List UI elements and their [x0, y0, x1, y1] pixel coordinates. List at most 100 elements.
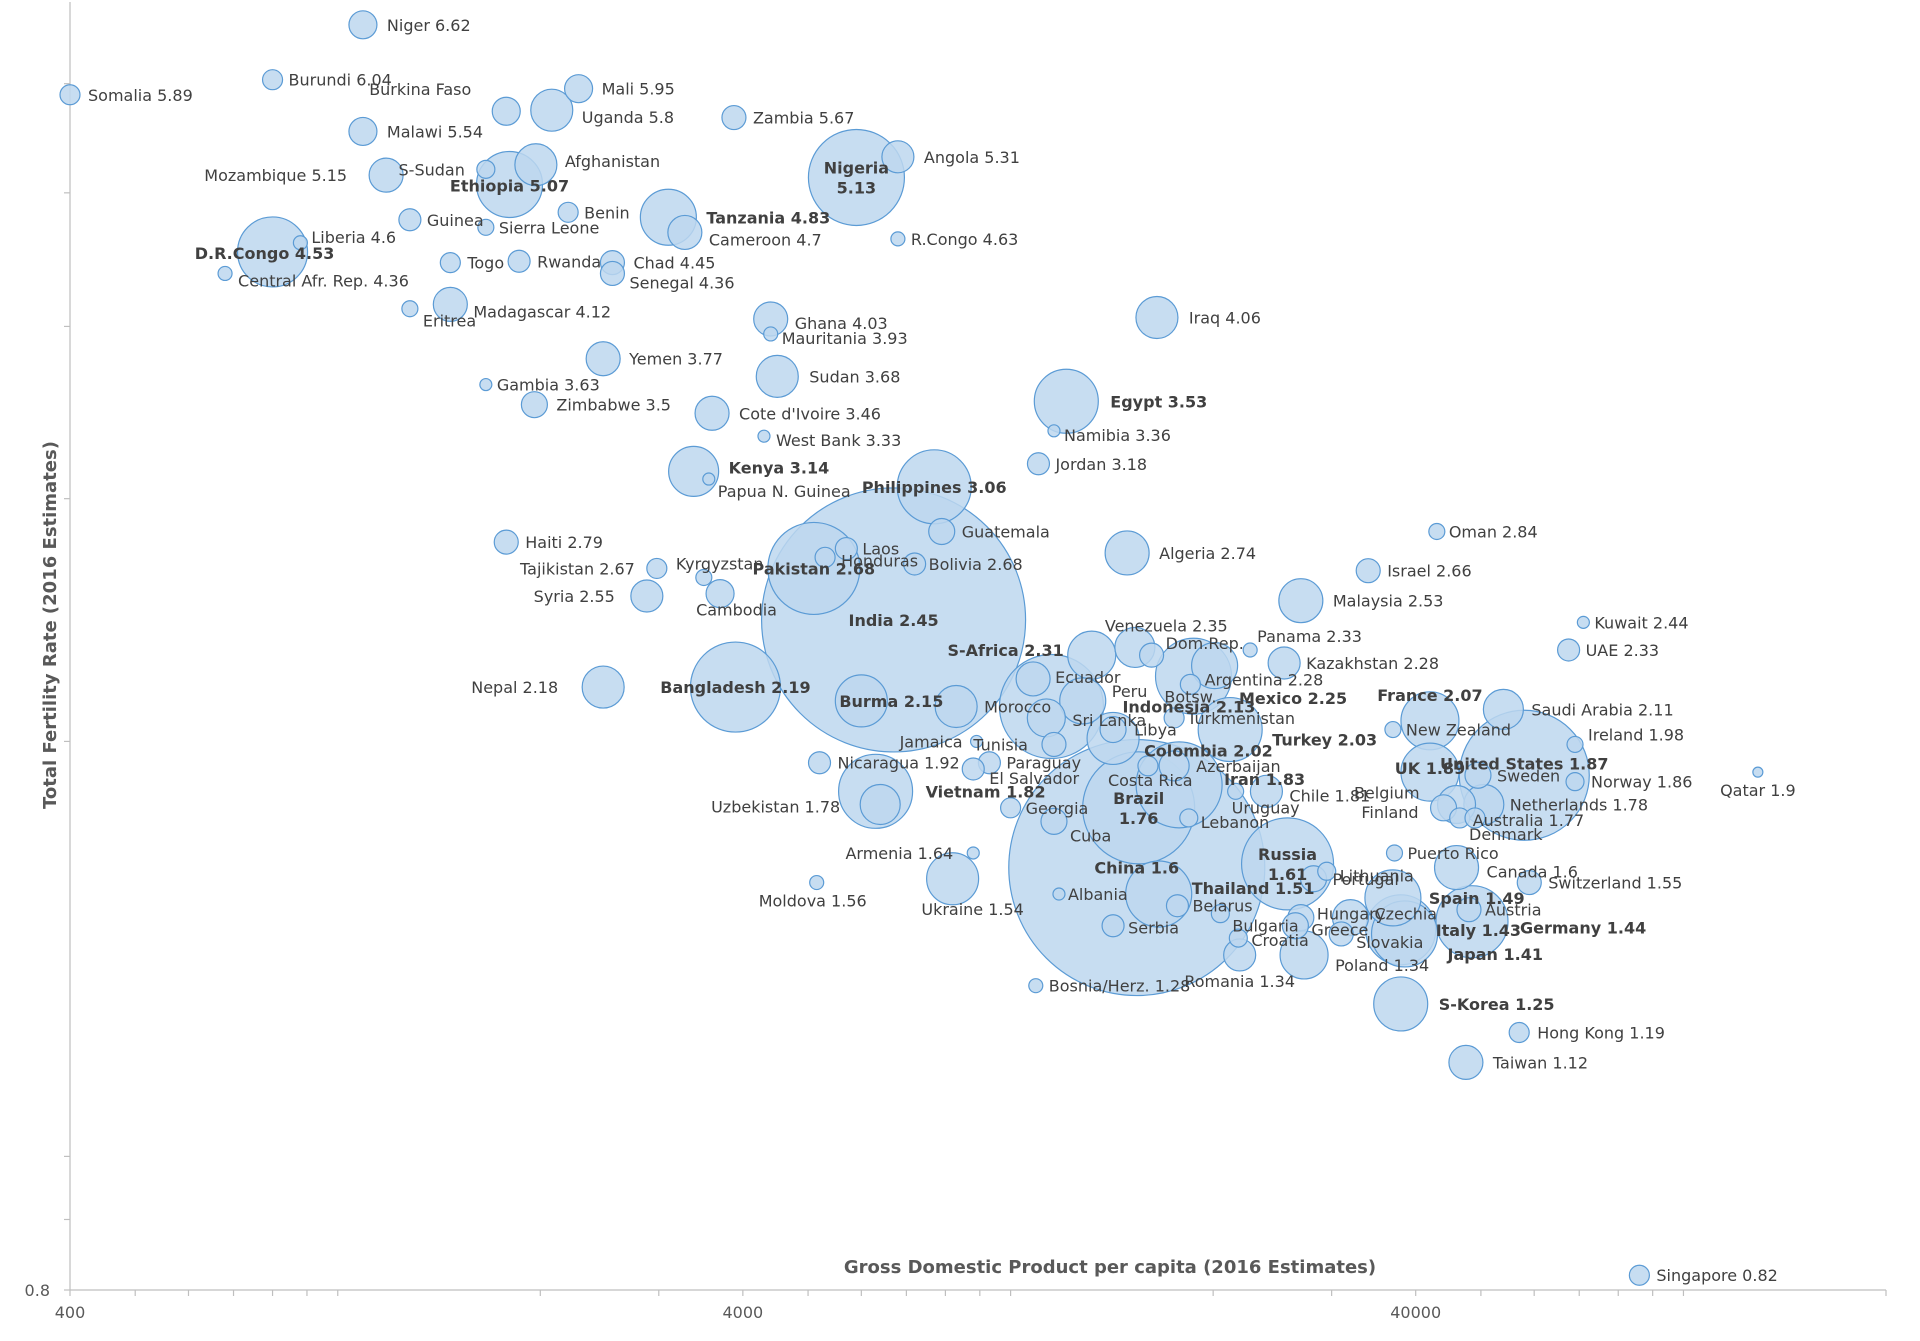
- bubble-point: [1516, 869, 1542, 896]
- point-label: Nicaragua 1.92: [838, 754, 960, 773]
- point-label: UAE 2.33: [1586, 641, 1659, 660]
- bubble-point: [757, 429, 771, 443]
- point-label: Pakistan 2.68: [753, 559, 876, 578]
- point-label: Turkey 2.03: [1272, 731, 1377, 750]
- bubble-point: [755, 354, 799, 398]
- bubble-point: [1041, 731, 1067, 758]
- point-label: Venezuela 2.35: [1105, 616, 1228, 635]
- point-label: Switzerland 1.55: [1548, 874, 1682, 893]
- point-label: Uzbekistan 1.78: [711, 797, 840, 816]
- point-label: Cuba: [1070, 826, 1111, 845]
- bubble-point: [1400, 742, 1460, 802]
- point-label: Poland 1.34: [1335, 956, 1429, 975]
- point-label: Tanzania 4.83: [706, 208, 830, 227]
- point-label: Benin: [584, 203, 630, 222]
- point-label: Hong Kong 1.19: [1537, 1023, 1665, 1042]
- bubble-point: [368, 157, 404, 193]
- point-label: Somalia 5.89: [88, 86, 193, 105]
- bubble-point: [348, 10, 378, 40]
- bubble-point: [1267, 646, 1301, 680]
- bubble-point: [1191, 642, 1239, 690]
- point-label: UK 1.89: [1395, 759, 1465, 778]
- bubble-point: [581, 665, 625, 709]
- point-label: Cote d'Ivoire 3.46: [739, 404, 881, 423]
- bubble-point: [834, 536, 858, 561]
- point-label: Morocco: [984, 698, 1051, 717]
- point-label: D.R.Congo 4.53: [195, 244, 335, 263]
- point-label: Nigeria 5.13: [824, 158, 889, 197]
- bubble-point: [1433, 844, 1480, 891]
- point-label: China 1.6: [1094, 859, 1179, 878]
- bubble-point: [668, 445, 720, 497]
- point-label: Belgium: [1354, 783, 1420, 802]
- bubble-point: [1026, 452, 1051, 476]
- y-tick-label: 0.8: [25, 1281, 50, 1300]
- bubble-point: [1464, 761, 1492, 789]
- point-label: Afghanistan: [565, 152, 660, 171]
- point-label: Croatia: [1251, 931, 1309, 950]
- bubble-point: [814, 546, 836, 568]
- point-label: Namibia 3.36: [1064, 426, 1171, 445]
- bubble-point: [1373, 976, 1429, 1032]
- point-label: Papua N. Guinea: [718, 482, 851, 501]
- point-label: Saudi Arabia 2.11: [1531, 700, 1673, 719]
- bubble-point: [966, 846, 980, 860]
- bubble-point: [1565, 772, 1585, 792]
- point-label: Uganda 5.8: [582, 108, 674, 127]
- bubble-point: [646, 557, 668, 580]
- bubble-point: [1384, 720, 1402, 739]
- bubble-point: [1328, 921, 1354, 947]
- bubble-point: [763, 326, 779, 342]
- bubble-point: [807, 751, 832, 775]
- point-label: Togo: [466, 254, 504, 273]
- bubble-point: [1028, 978, 1044, 994]
- bubble-point: [1179, 808, 1199, 828]
- point-label: Costa Rica: [1108, 771, 1193, 790]
- point-label: Dom.Rep.: [1166, 634, 1244, 653]
- point-label: Zimbabwe 3.5: [556, 396, 671, 415]
- bubble-point: [520, 391, 548, 419]
- bubble-point: [834, 674, 888, 728]
- bubble-point: [1556, 638, 1581, 662]
- bubble-point: [705, 579, 735, 609]
- point-label: Bulgaria: [1232, 917, 1298, 936]
- point-label: Chad 4.45: [633, 254, 715, 273]
- point-label: Greece: [1311, 921, 1368, 940]
- point-label: Ethiopia 5.07: [450, 177, 569, 196]
- bubble-point: [1104, 530, 1150, 576]
- point-label: United States 1.87: [1440, 754, 1608, 773]
- bubble-point: [934, 684, 978, 729]
- point-label: Cameroon 4.7: [709, 230, 822, 249]
- point-label: Israel 2.66: [1387, 562, 1471, 581]
- bubble-point: [476, 159, 496, 179]
- bubble-point: [59, 84, 81, 106]
- bubble-point: [1052, 887, 1066, 901]
- bubble-point: [1428, 522, 1446, 541]
- bubble-point: [1317, 861, 1337, 881]
- bubble-point: [689, 641, 782, 733]
- x-axis-title: Gross Domestic Product per capita (2016 …: [844, 1257, 1376, 1278]
- point-label: Haiti 2.79: [525, 533, 603, 552]
- point-label: Singapore 0.82: [1656, 1266, 1777, 1285]
- point-label: Serbia: [1128, 919, 1179, 938]
- bubble-point: [1047, 424, 1061, 438]
- point-label: Algeria 2.74: [1159, 544, 1256, 563]
- point-label: Sweden: [1497, 766, 1560, 785]
- point-label: Niger 6.62: [387, 16, 471, 35]
- point-label: El Salvador: [989, 769, 1079, 788]
- point-label: Sri Lanka: [1072, 711, 1146, 730]
- point-label: Liberia 4.6: [311, 228, 396, 247]
- point-label: Malaysia 2.53: [1333, 592, 1444, 611]
- point-label: Oman 2.84: [1449, 522, 1538, 541]
- point-label: Nepal 2.18: [471, 678, 558, 697]
- point-label: Iraq 4.06: [1189, 309, 1261, 328]
- point-label: Cambodia: [696, 601, 777, 620]
- point-label: S-Sudan: [399, 160, 465, 179]
- y-axis-title: Total Fertility Rate (2016 Estimates): [40, 441, 61, 809]
- bubble-point: [1015, 661, 1051, 697]
- bubble-point: [1227, 782, 1245, 800]
- point-label: R.Congo 4.63: [911, 230, 1018, 249]
- point-label: Lebanon: [1201, 813, 1270, 832]
- bubble-point: [1210, 904, 1230, 924]
